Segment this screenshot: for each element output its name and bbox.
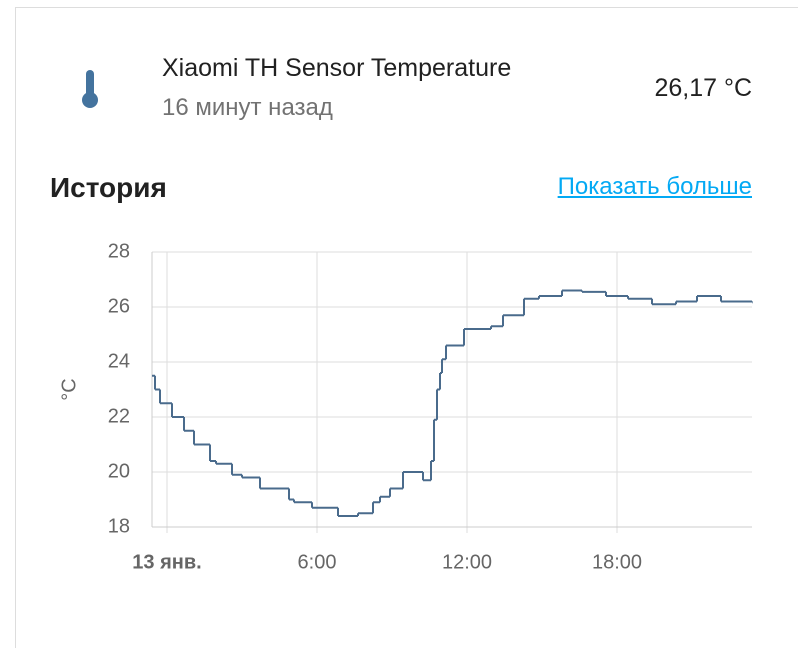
y-axis-label: °C bbox=[58, 378, 80, 400]
x-tick-label: 12:00 bbox=[442, 551, 492, 573]
show-more-link[interactable]: Показать больше bbox=[557, 173, 752, 200]
y-tick-label: 24 bbox=[108, 350, 130, 372]
thermometer-icon bbox=[82, 70, 98, 108]
history-title: История bbox=[50, 172, 167, 203]
x-tick-label: 13 янв. bbox=[132, 551, 201, 573]
last-changed: 16 минут назад bbox=[162, 94, 333, 121]
entity-name: Xiaomi TH Sensor Temperature bbox=[162, 54, 512, 82]
y-tick-label: 28 bbox=[108, 240, 130, 262]
y-tick-label: 18 bbox=[108, 515, 130, 537]
y-tick-label: 20 bbox=[108, 460, 130, 482]
x-tick-label: 18:00 bbox=[592, 551, 642, 573]
entity-state: 26,17 °C bbox=[654, 74, 752, 102]
y-tick-label: 22 bbox=[108, 405, 130, 427]
page: Xiaomi TH Sensor Temperature 16 минут на… bbox=[15, 7, 798, 648]
x-tick-label: 6:00 bbox=[298, 551, 337, 573]
history-chart: 18 20 22 24 26 28 13 янв. 6:00 12:00 18:00 °C bbox=[58, 240, 753, 573]
dialog-card bbox=[15, 7, 798, 648]
y-tick-label: 26 bbox=[108, 295, 130, 317]
